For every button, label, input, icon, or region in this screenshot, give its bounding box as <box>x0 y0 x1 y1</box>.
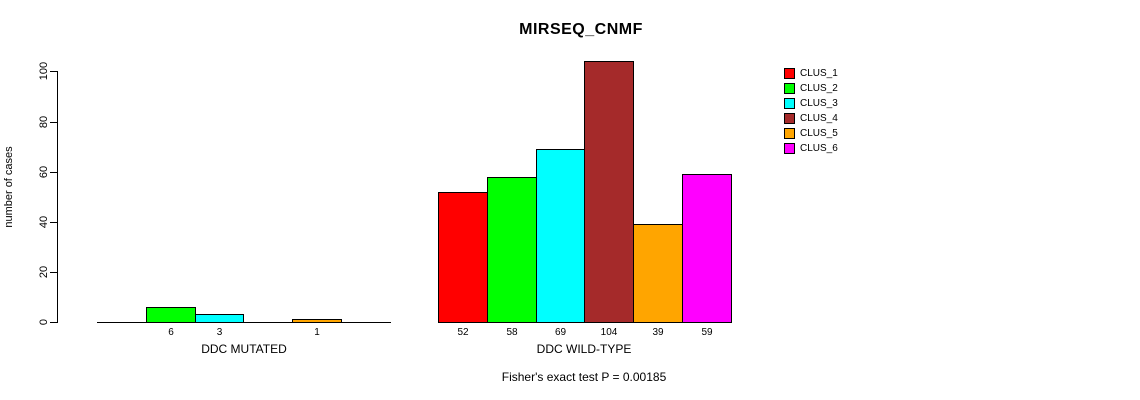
legend-color-swatch-clus_1 <box>784 68 795 79</box>
y-tick-label: 60 <box>38 165 50 179</box>
legend-item-clus_4: CLUS_4 <box>784 111 838 126</box>
y-axis-tick <box>50 322 57 323</box>
zero-bar-clus_1 <box>97 322 147 323</box>
legend-label-clus_2: CLUS_2 <box>800 83 838 94</box>
x-group-label-ddc-mutated: DDC MUTATED <box>201 342 287 356</box>
legend-label-clus_5: CLUS_5 <box>800 128 838 139</box>
bar-clus_4 <box>584 61 634 323</box>
bar-clus_2 <box>146 307 196 323</box>
bar-value-label-clus_3: 69 <box>554 327 567 338</box>
legend-color-swatch-clus_3 <box>784 98 795 109</box>
y-axis-tick <box>50 71 57 72</box>
bar-clus_3 <box>195 314 244 323</box>
bar-clus_3 <box>536 149 585 323</box>
legend: CLUS_1 CLUS_2 CLUS_3 CLUS_4 CLUS_5 CLUS_6 <box>784 66 838 156</box>
y-tick-label: 20 <box>38 265 50 279</box>
y-axis-label: number of cases <box>3 146 15 228</box>
legend-label-clus_1: CLUS_1 <box>800 68 838 79</box>
y-tick-label: 40 <box>38 215 50 229</box>
bar-value-label-clus_5: 39 <box>652 327 664 338</box>
y-tick-label: 100 <box>38 61 50 81</box>
zero-bar-clus_4 <box>243 322 293 323</box>
legend-label-clus_4: CLUS_4 <box>800 113 838 124</box>
y-tick-label: 0 <box>38 318 50 326</box>
legend-item-clus_6: CLUS_6 <box>784 141 838 156</box>
legend-label-clus_6: CLUS_6 <box>800 143 838 154</box>
legend-color-swatch-clus_4 <box>784 113 795 124</box>
y-axis-line <box>57 71 58 323</box>
bar-value-label-clus_3: 3 <box>216 327 223 338</box>
bar-clus_2 <box>487 177 537 323</box>
zero-bar-clus_6 <box>341 322 391 323</box>
bar-clus_5 <box>633 224 683 323</box>
bar-value-label-clus_2: 6 <box>168 327 174 338</box>
bar-value-label-clus_2: 58 <box>506 327 518 338</box>
bar-clus_6 <box>682 174 732 323</box>
chart-title: MIRSEQ_CNMF <box>519 21 643 38</box>
bar-value-label-clus_1: 52 <box>457 327 469 338</box>
legend-label-clus_3: CLUS_3 <box>800 98 838 109</box>
legend-color-swatch-clus_2 <box>784 83 795 94</box>
legend-item-clus_1: CLUS_1 <box>784 66 838 81</box>
bar-value-label-clus_6: 59 <box>701 327 713 338</box>
legend-color-swatch-clus_5 <box>784 128 795 139</box>
y-tick-label: 80 <box>38 115 50 129</box>
legend-item-clus_5: CLUS_5 <box>784 126 838 141</box>
bar-clus_1 <box>438 192 488 323</box>
fisher-test-annotation: Fisher's exact test P = 0.00185 <box>501 370 667 384</box>
y-axis-tick <box>50 172 57 173</box>
y-axis-tick <box>50 222 57 223</box>
legend-color-swatch-clus_6 <box>784 143 795 154</box>
legend-item-clus_3: CLUS_3 <box>784 96 838 111</box>
legend-item-clus_2: CLUS_2 <box>784 81 838 96</box>
bar-clus_5 <box>292 319 342 323</box>
bar-value-label-clus_5: 1 <box>314 327 320 338</box>
bar-value-label-clus_4: 104 <box>600 327 618 338</box>
y-axis-tick <box>50 272 57 273</box>
y-axis-tick <box>50 122 57 123</box>
x-group-label-ddc-wild-type: DDC WILD-TYPE <box>536 342 632 356</box>
